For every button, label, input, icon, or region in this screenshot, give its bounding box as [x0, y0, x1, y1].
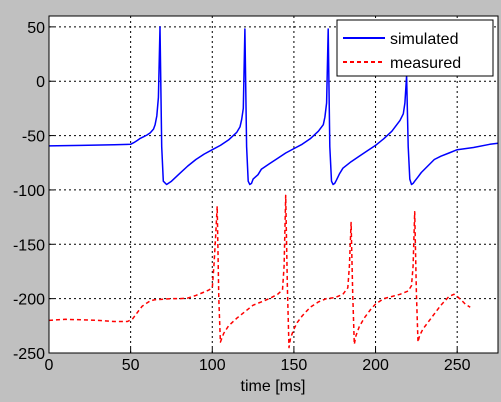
x-tick-label: 150 [281, 357, 308, 374]
x-tick-label: 250 [444, 357, 471, 374]
y-tick-label: -50 [22, 129, 45, 146]
y-tick-label: 0 [36, 74, 45, 91]
series-line-simulated [48, 26, 499, 186]
y-tick-label: 50 [27, 20, 45, 37]
axes-frame [48, 15, 499, 354]
legend: simulated measured [336, 19, 494, 77]
legend-label-simulated: simulated [390, 31, 458, 48]
x-tick-label: 0 [45, 357, 54, 374]
series-line-measured [48, 194, 471, 349]
axis-ticks: 0 50 100 150 200 250 50 0 -50 -100 -150 -200 -250 [13, 20, 471, 374]
y-tick-label: -100 [13, 183, 45, 200]
y-tick-label: -200 [13, 292, 45, 309]
x-tick-label: 200 [362, 357, 389, 374]
x-tick-label: 100 [199, 357, 226, 374]
plot-lines [48, 26, 499, 349]
x-axis-label: time [ms] [241, 378, 306, 395]
y-tick-label: -250 [13, 346, 45, 363]
legend-label-measured: measured [390, 55, 461, 72]
legend-box [336, 19, 494, 77]
y-tick-label: -150 [13, 237, 45, 254]
x-tick-label: 50 [122, 357, 140, 374]
